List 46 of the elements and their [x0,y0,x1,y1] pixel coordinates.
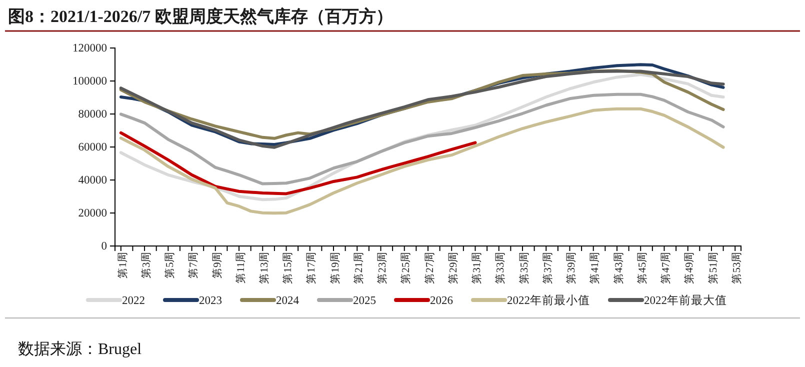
x-tick-label: 第43周 [612,251,625,284]
y-tick-label: 100000 [72,76,108,88]
x-tick-label: 第33周 [494,251,507,284]
x-tick-label: 第39周 [566,251,578,284]
x-tick-label: 第27周 [424,251,436,284]
x-tick-label: 第21周 [352,251,365,284]
x-tick-label: 第23周 [376,251,389,284]
line-series [119,92,725,186]
x-tick-label: 第47周 [660,251,672,284]
x-tick-label: 第3周 [140,251,152,278]
legend-label: 2026 [430,295,454,307]
legend-label: 2024 [276,295,300,307]
x-tick-label: 第45周 [636,251,648,284]
x-tick-label: 第17周 [306,251,318,284]
x-tick-label: 第29周 [447,251,460,284]
x-tick-label: 第15周 [282,251,294,284]
x-tick-label: 第9周 [211,251,224,278]
x-tick-label: 第49周 [684,251,696,284]
x-tick-label: 第19周 [329,251,342,284]
x-tick-label: 第35周 [518,251,530,284]
x-tick-label: 第53周 [730,251,743,284]
y-tick-label: 20000 [78,208,108,220]
legend-label: 2022年前最小值 [507,294,590,307]
y-tick-label: 60000 [78,142,108,154]
legend-label: 2025 [353,295,376,307]
legend-label: 2022年前最大值 [644,294,727,307]
x-tick-label: 第7周 [188,251,200,278]
line-series [119,131,477,196]
x-tick-label: 第37周 [542,251,554,284]
chart-title: 图8：2021/1-2026/7 欧盟周度天然气库存（百万方） [8,7,393,26]
line-series [119,107,725,215]
x-tick-label: 第13周 [258,251,270,284]
x-tick-label: 第1周 [116,251,129,278]
y-tick-label: 0 [101,240,108,253]
source-note: 数据来源：Brugel [18,340,142,358]
x-tick-label: 第51周 [707,251,720,284]
legend-label: 2023 [199,295,222,307]
x-tick-label: 第31周 [471,251,484,284]
x-tick-label: 第25周 [400,251,412,284]
x-tick-label: 第5周 [164,251,176,278]
y-tick-label: 120000 [72,42,108,55]
y-tick-label: 80000 [78,108,108,121]
x-tick-label: 第41周 [589,251,602,284]
legend-label: 2022 [122,295,146,307]
y-tick-label: 40000 [78,174,108,187]
x-tick-label: 第11周 [234,251,247,284]
